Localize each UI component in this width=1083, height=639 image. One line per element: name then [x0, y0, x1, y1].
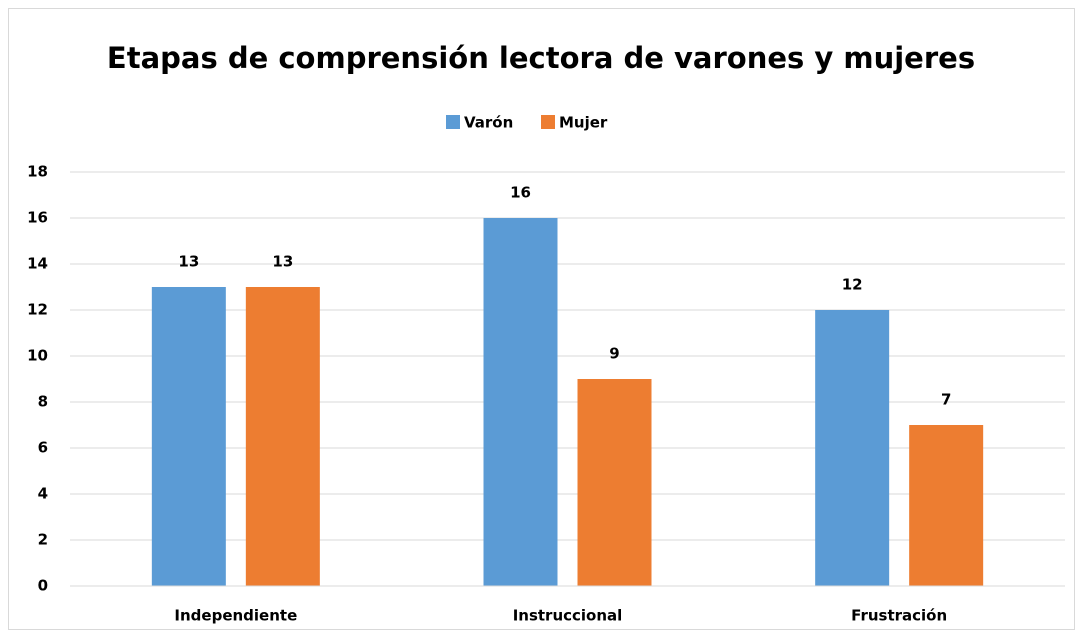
y-tick-label: 6 [38, 439, 48, 457]
x-tick-label: Frustración [851, 607, 947, 625]
data-label: 13 [178, 253, 199, 271]
y-tick-label: 12 [27, 301, 48, 319]
y-tick-label: 4 [38, 485, 48, 503]
x-tick-label: Instruccional [513, 607, 623, 625]
bar [815, 310, 890, 586]
legend-label: Varón [464, 114, 513, 132]
bar [483, 218, 558, 586]
y-tick-label: 0 [38, 577, 48, 595]
data-label: 7 [941, 391, 951, 409]
data-label: 13 [272, 253, 293, 271]
data-label: 16 [510, 184, 531, 202]
legend-swatch [541, 115, 555, 129]
data-label: 9 [609, 345, 619, 363]
data-label: 12 [842, 276, 863, 294]
chart-title: Etapas de comprensión lectora de varones… [107, 41, 975, 75]
bar [577, 379, 652, 586]
y-tick-label: 10 [27, 347, 48, 365]
bar [151, 287, 226, 586]
bar [245, 287, 320, 586]
legend-swatch [446, 115, 460, 129]
y-tick-label: 2 [38, 531, 48, 549]
y-tick-label: 18 [27, 163, 48, 181]
bar [909, 425, 984, 586]
x-tick-label: Independiente [174, 607, 297, 625]
y-tick-label: 8 [38, 393, 48, 411]
y-tick-label: 16 [27, 209, 48, 227]
y-tick-label: 14 [27, 255, 48, 273]
legend-label: Mujer [559, 114, 608, 132]
